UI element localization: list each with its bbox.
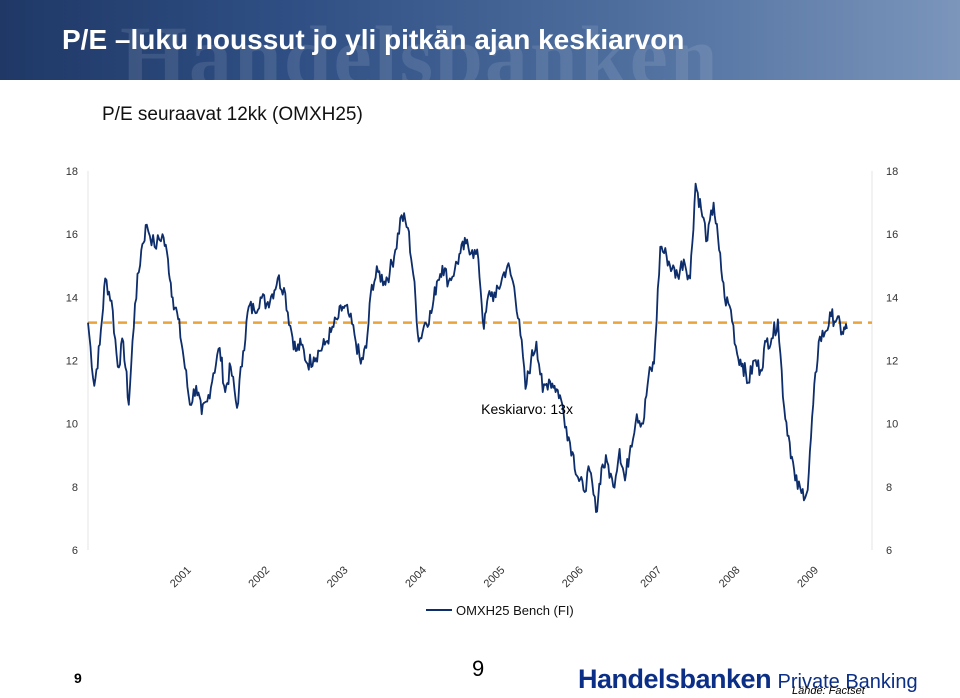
x-tick-label: 2001: [168, 564, 194, 590]
y-tick-label-left: 10: [66, 419, 78, 431]
x-tick-label: 2006: [560, 564, 586, 590]
y-tick-label-right: 14: [886, 292, 898, 304]
y-tick-label-left: 16: [66, 229, 78, 241]
x-tick-label: 2004: [403, 564, 429, 590]
header-banner: Handelsbanken P/E –luku noussut jo yli p…: [0, 0, 960, 80]
y-tick-label-right: 18: [886, 166, 898, 178]
brand-suffix: Private Banking: [777, 671, 918, 693]
brand-name: Handelsbanken: [578, 664, 772, 694]
y-tick-label-left: 12: [66, 356, 78, 368]
y-axis-right: 6 8 10 12 14 16 18: [886, 166, 898, 557]
x-tick-label: 2005: [482, 564, 508, 590]
y-tick-label-left: 6: [72, 545, 78, 557]
x-tick-label: 2009: [795, 564, 821, 590]
x-tick-label: 2003: [325, 564, 351, 590]
y-tick-label-right: 12: [886, 356, 898, 368]
y-axis-left: 6 8 10 12 14 16 18: [66, 166, 78, 557]
y-tick-label-right: 16: [886, 229, 898, 241]
y-tick-label-left: 8: [72, 482, 78, 494]
y-tick-label-right: 10: [886, 419, 898, 431]
legend-label: OMXH25 Bench (FI): [456, 603, 574, 618]
legend: OMXH25 Bench (FI): [426, 603, 574, 618]
x-tick-label: 2007: [638, 564, 664, 590]
page-number-center: 9: [472, 656, 485, 681]
source-note: Lähde: Factset: [792, 685, 865, 697]
chart-subtitle: P/E seuraavat 12kk (OMXH25): [102, 104, 363, 125]
slide-title: P/E –luku noussut jo yli pitkän ajan kes…: [62, 24, 685, 55]
y-tick-label-right: 8: [886, 482, 892, 494]
x-axis: 2001 2002 2003 2004 2005 2006 2007 2008 2009: [168, 564, 821, 590]
plot-frame: [87, 171, 873, 550]
series-line: [87, 182, 848, 514]
x-tick-label: 2002: [246, 564, 272, 590]
average-annotation: Keskiarvo: 13x: [481, 401, 573, 417]
y-tick-label-left: 18: [66, 166, 78, 178]
y-tick-label-left: 14: [66, 292, 78, 304]
page-number-left: 9: [74, 670, 82, 686]
y-tick-label-right: 6: [886, 545, 892, 557]
header-background-watermark: Handelsbanken: [120, 8, 720, 80]
x-tick-label: 2008: [717, 564, 743, 590]
series-group: [87, 182, 848, 514]
brand-logo: Handelsbanken Private Banking: [578, 664, 918, 695]
annotations: Keskiarvo: 13x: [481, 401, 573, 417]
